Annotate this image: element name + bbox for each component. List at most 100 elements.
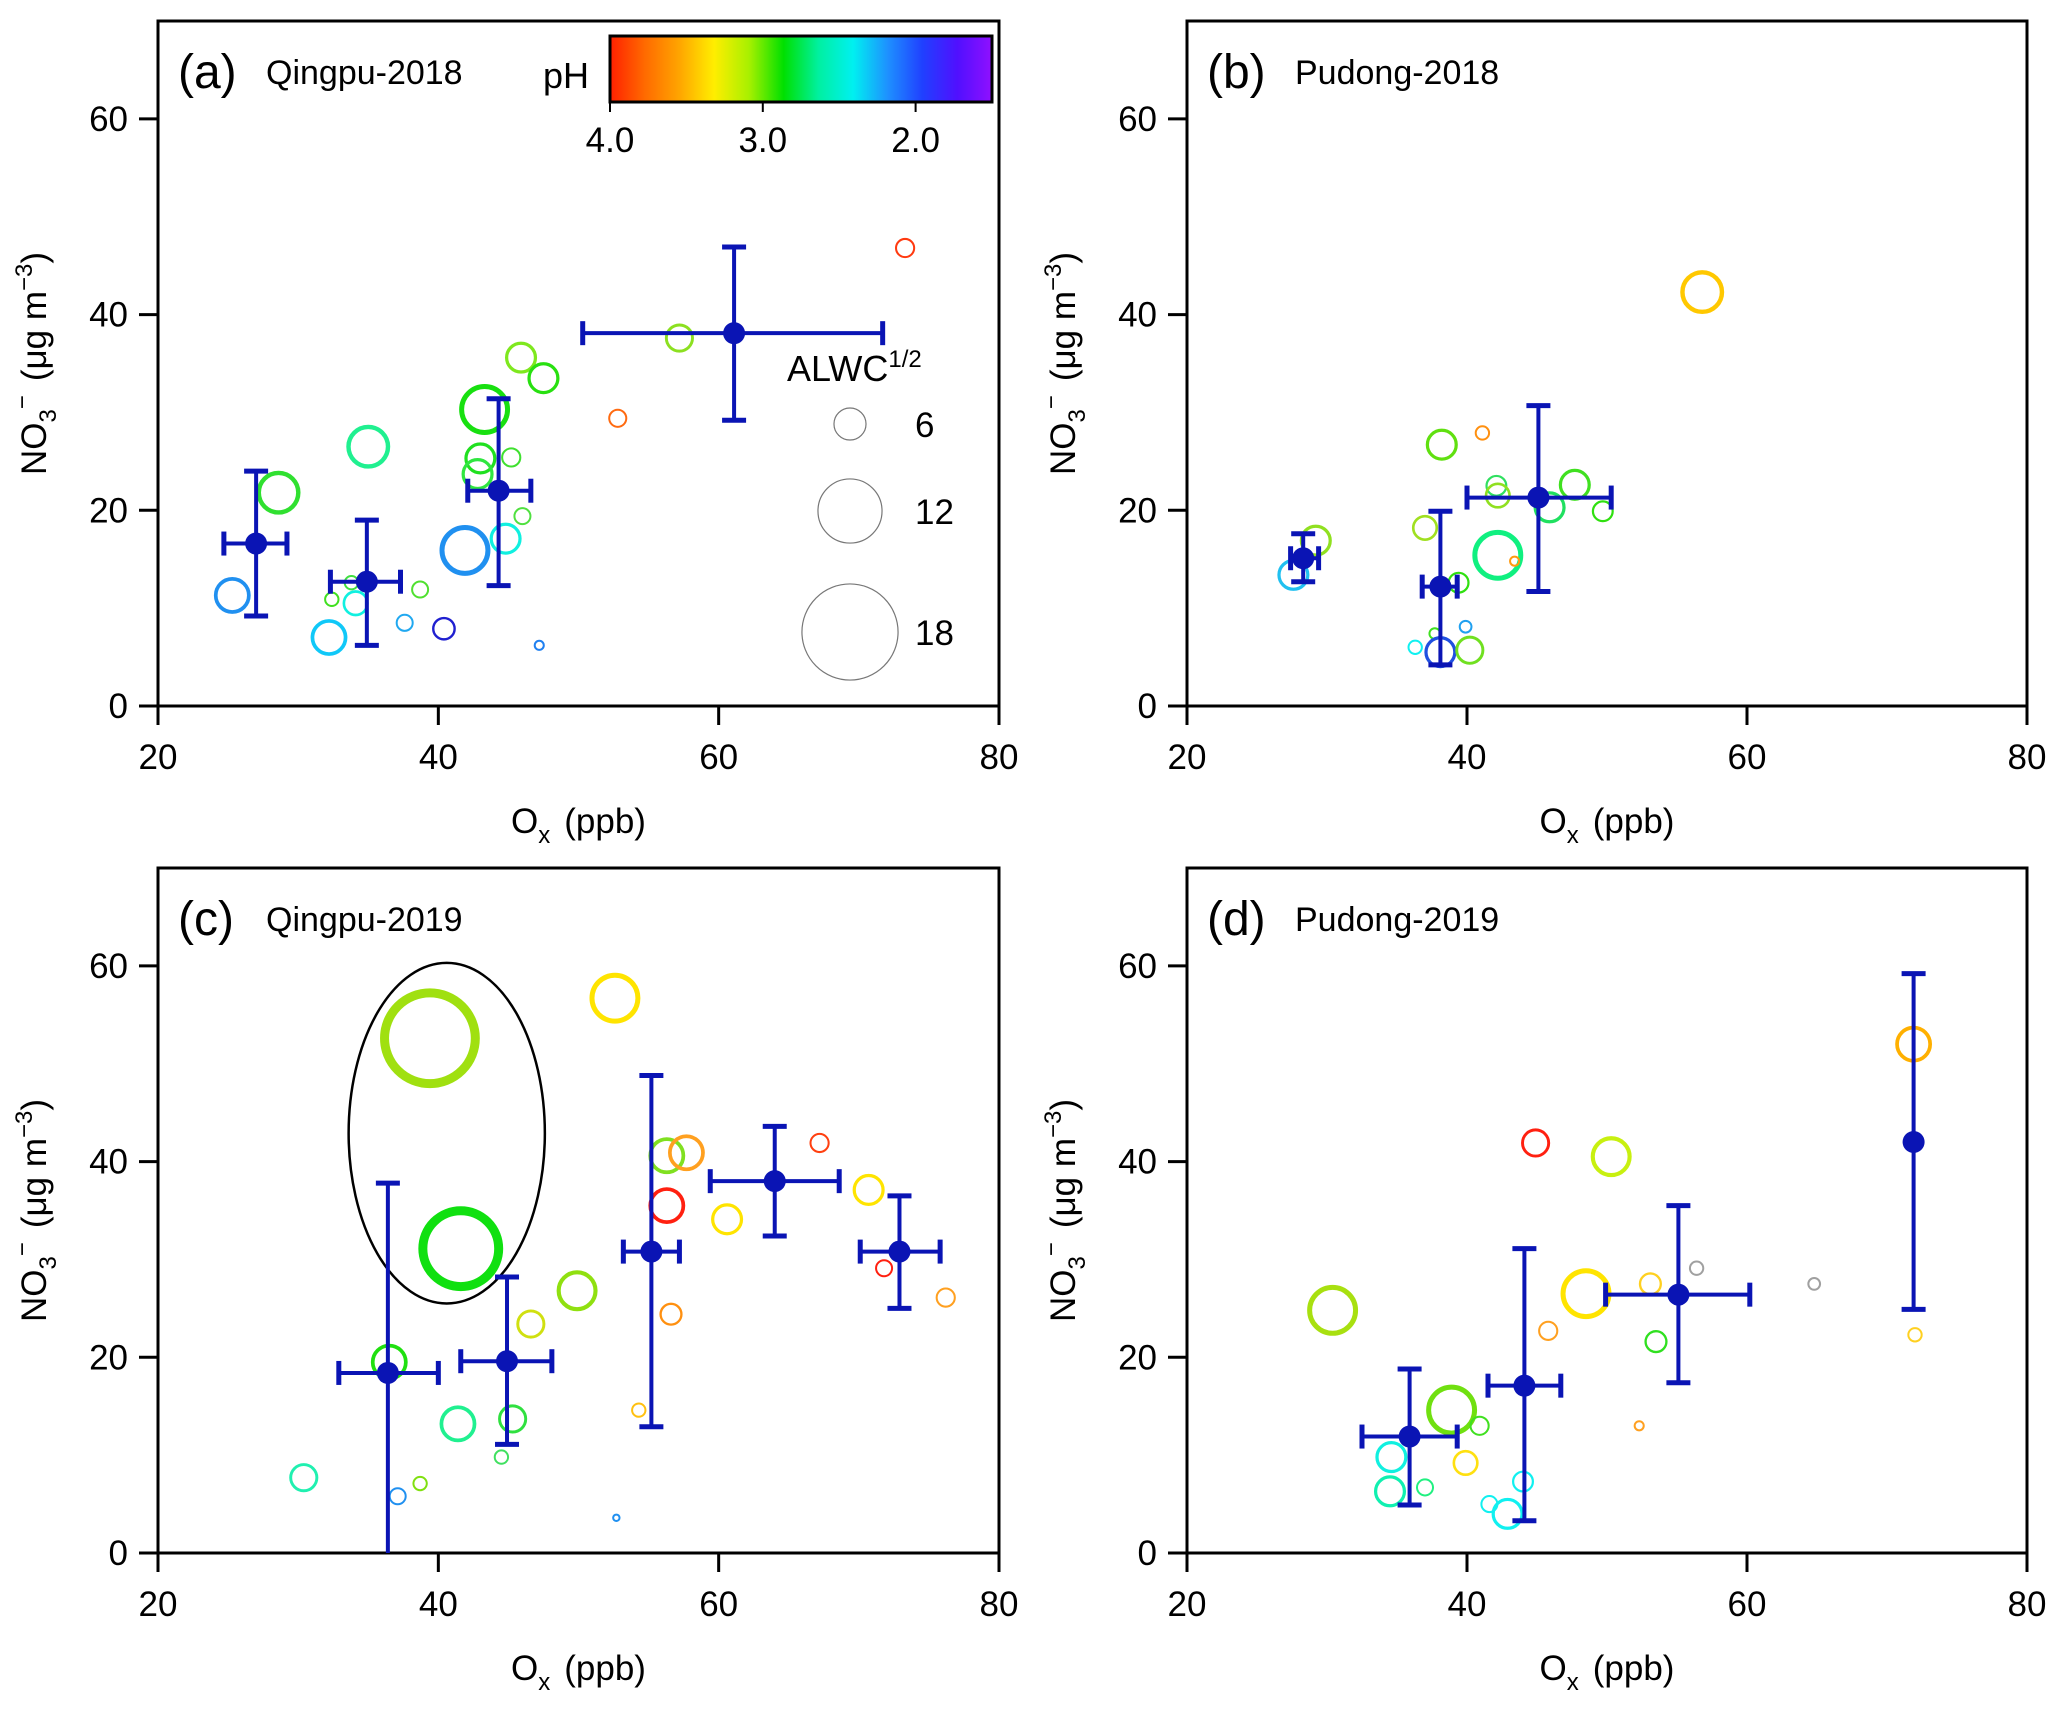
mean-marker [723,322,746,345]
data-point [504,341,538,374]
data-point [412,1475,428,1492]
data-point [648,1187,686,1225]
data-point [852,1173,885,1206]
x-tick-label: 60 [699,1585,738,1624]
data-point [1644,1330,1668,1354]
y-tick-label: 20 [1118,1338,1157,1377]
data-point [1521,1128,1551,1158]
mean-point [221,468,290,619]
mean-point [1603,1203,1753,1386]
y-tick-label: 40 [1118,1143,1157,1182]
colorbar-tick-label: 3.0 [738,121,787,160]
panel-title: Pudong-2019 [1295,901,1499,939]
size-legend-circle [801,583,899,681]
data-point [1455,635,1485,665]
data-point [461,458,494,491]
panel-title: Qingpu-2019 [266,901,463,939]
mean-marker [1292,547,1315,570]
y-tick-label: 60 [1118,100,1157,139]
plot-frame [1185,19,2029,708]
panel-c: 20 40 60 80 0 20 40 60 Ox (ppb) NO3−(μg m−3) (c) Qin… [9,866,1019,1696]
size-legend-title: ALWC1/2 [787,346,922,389]
data-point [631,1402,647,1418]
panel-letter: (c) [178,893,234,946]
ph-colorbar: pH 4.0 3.0 2.0 [543,34,994,160]
y-axis-title: NO3−(μg m−3) [1038,1099,1091,1322]
data-point [1680,270,1725,315]
data-point [533,639,545,651]
x-tick-label: 40 [419,1585,458,1624]
y-tick-label: 40 [1118,296,1157,335]
data-point [342,590,369,617]
data-point [439,1405,477,1443]
data-point [432,616,456,641]
x-axis-title: Ox (ppb) [511,1649,646,1696]
mean-point [1464,403,1614,595]
panel-title: Qingpu-2018 [266,54,463,92]
mean-marker [763,1170,786,1193]
data-point [711,1203,744,1236]
data-point [1425,428,1458,461]
mean-marker [496,1350,519,1373]
mean-marker [1902,1131,1925,1153]
data-point [612,1513,621,1522]
data-point [664,323,694,353]
mean-point [1359,1366,1460,1508]
data-point [1538,1320,1559,1341]
data-point [1458,619,1473,634]
data-point [1307,1284,1359,1336]
plot-frame [156,866,1001,1555]
x-axis-title: Ox (ppb) [1540,1649,1675,1696]
mean-point [857,1193,943,1311]
mean-marker [888,1240,911,1263]
mean-marker [1513,1374,1536,1397]
colorbar-label: pH [543,55,589,96]
y-axis-title: NO3−(μg m−3) [1038,252,1091,475]
mean-marker [1527,486,1550,509]
data-point [1807,1277,1822,1291]
data-point [439,524,491,576]
data-point [1590,1136,1632,1178]
data-point [1633,1420,1645,1432]
data-point [493,1449,510,1465]
x-tick-label: 20 [1168,1585,1207,1624]
data-point [1426,1384,1478,1436]
mean-marker [1398,1425,1421,1448]
data-point [310,619,348,656]
x-tick-label: 80 [980,1585,1019,1624]
data-point [875,1259,894,1278]
data-point [1452,1449,1479,1477]
data-point [1373,1475,1407,1508]
data-point [659,1302,683,1326]
y-tick-label: 40 [89,296,128,335]
mean-point [465,396,534,589]
x-tick-label: 80 [2008,738,2047,777]
x-tick-label: 20 [1168,738,1207,777]
size-legend-label: 18 [915,614,954,653]
data-point [380,988,480,1089]
y-tick-label: 20 [89,1338,128,1377]
data-point [1415,1478,1435,1497]
plot-frame [1185,866,2029,1555]
data-point [289,1463,319,1493]
data-point [1411,514,1439,541]
mean-point [1485,1246,1564,1524]
data-point [388,1487,407,1506]
data-point [346,424,391,469]
mean-point [336,1180,441,1553]
mean-marker [355,570,378,593]
mean-point [620,1072,682,1430]
x-tick-label: 80 [2008,1585,2047,1624]
data-point [1509,555,1521,567]
y-tick-label: 0 [109,687,128,726]
data-point [608,408,628,428]
x-tick-label: 40 [419,738,458,777]
panel-d: 20 40 60 80 0 20 40 60 Ox (ppb) NO3−(μg m−3) (d) Pud… [1038,866,2047,1696]
colorbar-tick-label: 4.0 [586,121,635,160]
mean-marker [1429,575,1452,598]
x-axis-title: Ox (ppb) [1540,802,1675,849]
data-point [1491,1497,1524,1530]
y-tick-label: 60 [1118,947,1157,986]
data-point [411,580,430,599]
